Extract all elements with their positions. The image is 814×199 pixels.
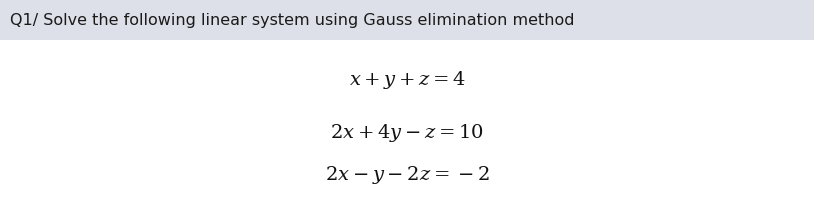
FancyBboxPatch shape	[0, 0, 814, 40]
Text: $2x + 4y - z = 10$: $2x + 4y - z = 10$	[330, 122, 484, 144]
Text: Q1/ Solve the following linear system using Gauss elimination method: Q1/ Solve the following linear system us…	[10, 13, 574, 28]
Text: $x + y + z = 4$: $x + y + z = 4$	[348, 69, 466, 91]
Text: $2x - y - 2z = -2$: $2x - y - 2z = -2$	[325, 164, 489, 186]
